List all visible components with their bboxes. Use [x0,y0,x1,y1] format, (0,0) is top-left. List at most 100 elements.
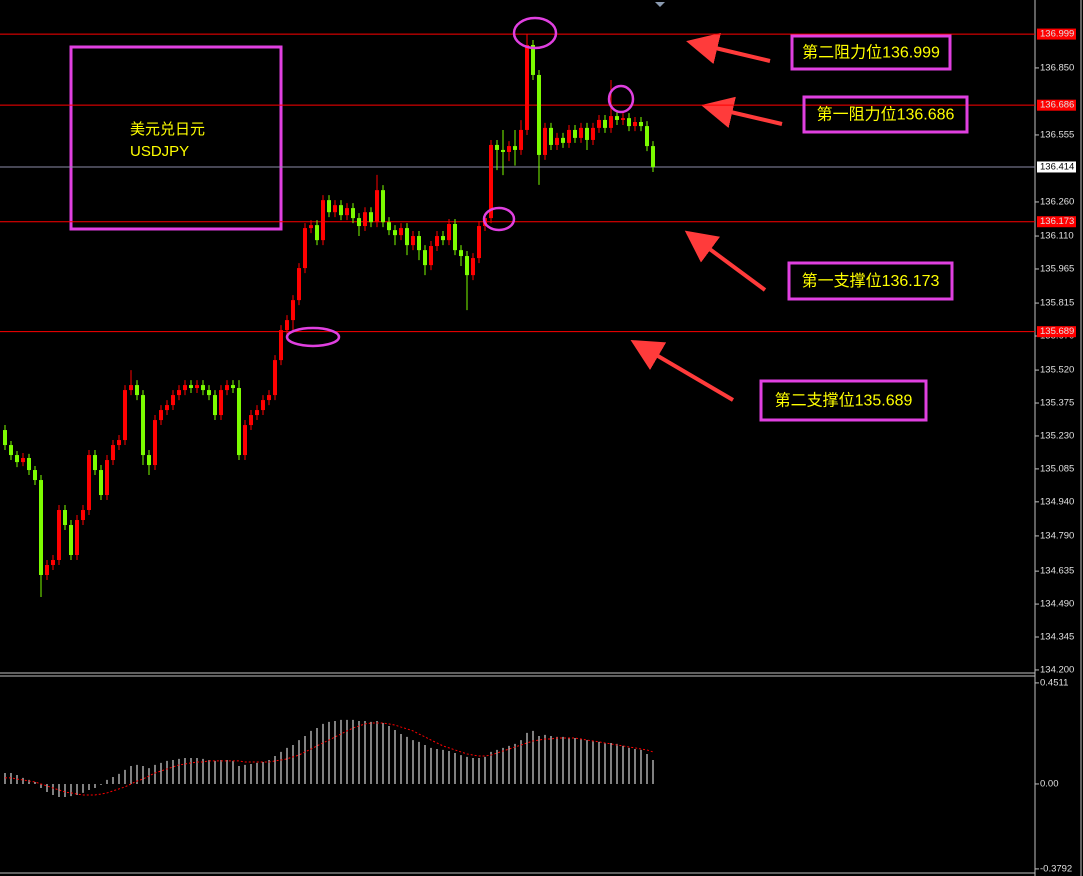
y-tick-label: -0.3792 [1040,863,1072,874]
candle-body [303,228,307,269]
candle-body [381,190,385,223]
price-tag-label: 136.686 [1040,100,1074,111]
candle-body [51,560,55,565]
candle-body [321,200,325,241]
candle-body [279,330,283,361]
candle-body [459,250,463,257]
y-tick-label: 134.200 [1040,664,1074,675]
annotation-box [69,45,283,231]
price-tag [1037,326,1076,338]
candle-body [123,390,127,441]
candle-body [297,268,301,301]
candle-body [429,246,433,266]
candle-body [543,127,547,155]
candle-body [171,395,175,406]
signal-line [5,722,654,796]
candle-body [327,200,331,213]
candle-body [477,226,481,259]
candle-body [507,146,511,152]
y-tick-label: 135.965 [1040,263,1074,274]
candle-body [573,129,577,138]
candle-body [567,129,571,143]
highlight-circle [607,84,635,114]
candle-body [165,405,169,411]
candle-body [471,258,475,276]
candle-body [57,510,61,560]
candle-body [117,440,121,446]
price-tag [1037,28,1076,40]
candle-body [525,44,529,130]
candle-body [99,470,103,496]
candle-body [111,445,115,461]
level-label: 第二阻力位136.999 [802,44,940,62]
candle-body [87,455,91,511]
candle-body [633,121,637,127]
candle-body [69,525,73,556]
candle-body [129,385,133,391]
arrow [630,339,735,402]
candle-body [33,470,37,481]
level-label-box [802,95,969,134]
level-label: 第一阻力位136.686 [817,106,955,124]
candle-body [357,218,361,227]
candle-body [345,208,349,216]
annotation-text: 美元兑日元 [130,121,205,138]
candle-body [489,144,493,219]
candle-body [651,146,655,167]
candle-body [183,385,187,391]
candle-body [141,395,145,456]
candle-body [15,455,19,463]
candle-body [291,300,295,321]
y-tick-label: 136.555 [1040,129,1074,140]
y-tick-label: 135.520 [1040,365,1074,376]
y-tick-label: 134.635 [1040,566,1074,577]
candle-body [63,510,67,526]
candle-body [261,400,265,411]
candle-body [519,129,523,150]
candle-body [399,228,403,236]
level-label-box [787,261,954,301]
candle-body [267,395,271,401]
y-tick-label: 135.815 [1040,298,1074,309]
price-tag [1037,99,1076,111]
y-tick-label: 134.490 [1040,599,1074,610]
candle-body [627,118,631,127]
candle-body [249,415,253,426]
candle-body [237,388,241,456]
candle-body [333,205,337,213]
level-label-box [790,34,952,71]
candle-body [231,385,235,389]
candle-body [201,385,205,391]
candle-body [645,126,649,147]
candle-body [153,420,157,466]
candle-body [447,224,451,241]
price-tag-label: 135.689 [1040,326,1074,337]
candle-body [405,228,409,246]
arrows [630,32,783,402]
candle-body [81,510,85,521]
candle-body [195,385,199,389]
candle-body [369,212,373,223]
candle-body [159,410,163,421]
candle-body [255,410,259,416]
price-tag [1037,161,1076,173]
y-tick-label: 134.790 [1040,530,1074,541]
price-tag-label: 136.414 [1040,161,1074,172]
price-tag [1037,216,1076,228]
candle-body [501,149,505,152]
candle-body [441,236,445,241]
candle-body [561,137,565,143]
price-tag-label: 136.999 [1040,29,1074,40]
candle-body [273,360,277,396]
candle-body [585,127,589,140]
arrow [684,230,767,292]
level-label: 第一支撑位136.173 [802,272,940,290]
candle-body [615,116,619,120]
candle-body [423,250,427,266]
candle-body [549,127,553,145]
candle-body [351,208,355,219]
candle-body [243,425,247,456]
y-tick-label: 134.345 [1040,632,1074,643]
candle-body [591,127,595,140]
